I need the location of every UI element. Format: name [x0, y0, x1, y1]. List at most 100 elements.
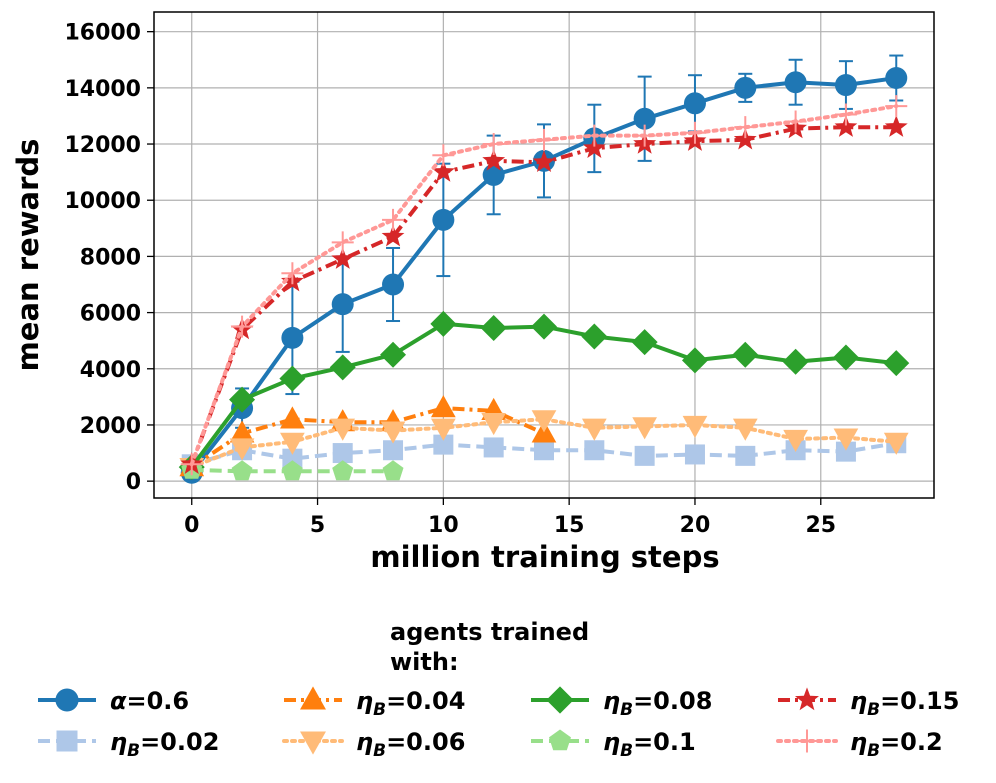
- legend-symbol: η: [356, 687, 373, 715]
- legend-marker: [56, 730, 78, 752]
- legend-subscript: B: [373, 741, 386, 761]
- legend-label: ηB=0.2: [850, 728, 943, 761]
- data-point: [432, 144, 455, 167]
- legend-value: =0.04: [386, 687, 465, 715]
- legend-value: =0.06: [386, 728, 465, 756]
- legend-entry-6: ηB=0.15: [778, 687, 959, 720]
- data-point: [482, 148, 506, 171]
- data-point: [431, 160, 455, 182]
- legend-symbol: η: [603, 687, 620, 715]
- data-point: [885, 67, 908, 90]
- x-tick-label: 20: [680, 513, 711, 538]
- series-3: [179, 410, 909, 481]
- legend-value: =0.6: [127, 687, 190, 715]
- legend-value: =0.2: [880, 728, 943, 756]
- data-point: [684, 444, 705, 465]
- data-point: [534, 440, 554, 461]
- data-point: [432, 208, 455, 231]
- data-point: [834, 74, 857, 97]
- data-point: [431, 418, 456, 441]
- data-point: [282, 448, 303, 469]
- y-tick-label: 12000: [64, 133, 141, 158]
- data-point: [231, 460, 253, 481]
- legend-marker: [795, 687, 819, 711]
- y-tick-label: 4000: [80, 358, 141, 383]
- data-point: [329, 354, 356, 381]
- legend-label: ηB=0.04: [356, 687, 465, 720]
- legend-subscript: B: [127, 741, 140, 761]
- data-point: [682, 415, 708, 438]
- plot-frame: [153, 11, 935, 499]
- data-point: [734, 76, 757, 99]
- series-7: [180, 95, 908, 476]
- data-point: [331, 231, 354, 254]
- legend: agents trained with: α=0.6ηB=0.02ηB=0.04…: [38, 618, 959, 761]
- data-point: [581, 418, 607, 441]
- data-point: [533, 128, 555, 151]
- data-point: [834, 103, 857, 126]
- data-point: [482, 163, 505, 186]
- data-point: [433, 434, 454, 455]
- legend-entry-3: ηB=0.06: [282, 728, 465, 761]
- data-point: [584, 440, 605, 461]
- data-point: [531, 313, 557, 340]
- data-point: [331, 247, 355, 269]
- data-point: [281, 262, 304, 285]
- data-point: [380, 421, 406, 444]
- legend-title-line-2: with:: [390, 648, 459, 676]
- data-point: [229, 386, 256, 413]
- y-tick-label: 6000: [80, 302, 141, 327]
- data-point: [332, 443, 353, 464]
- legend-entry-1: ηB=0.02: [38, 728, 219, 761]
- data-point: [381, 224, 405, 247]
- data-point: [782, 348, 809, 375]
- y-tick-label: 0: [126, 470, 141, 495]
- data-point: [430, 310, 457, 337]
- data-point: [732, 418, 758, 441]
- data-point: [332, 460, 354, 481]
- data-point: [583, 124, 606, 147]
- data-point: [483, 437, 504, 458]
- data-point: [480, 315, 507, 342]
- data-point: [330, 418, 356, 441]
- data-point: [331, 293, 354, 316]
- legend-symbol: η: [356, 728, 373, 756]
- legend-marker: [300, 686, 326, 710]
- data-point: [834, 115, 858, 137]
- data-point: [382, 273, 405, 296]
- legend-subscript: B: [373, 700, 386, 720]
- data-point: [634, 445, 655, 466]
- data-point: [835, 441, 856, 462]
- y-tick-label: 16000: [64, 21, 141, 46]
- y-axis-title: mean rewards: [11, 139, 45, 372]
- data-point: [581, 323, 608, 350]
- legend-label: α=0.6: [110, 687, 189, 715]
- data-point: [481, 413, 507, 436]
- data-point: [383, 440, 404, 461]
- y-tick-label: 2000: [80, 414, 141, 439]
- series-1: [181, 433, 907, 475]
- data-point: [632, 417, 657, 440]
- data-point: [281, 460, 303, 481]
- data-point: [883, 350, 910, 377]
- data-point: [735, 445, 756, 466]
- data-point: [883, 432, 909, 455]
- legend-symbol: η: [603, 728, 620, 756]
- legend-entry-7: ηB=0.2: [776, 728, 943, 761]
- data-point: [582, 136, 606, 158]
- data-point: [733, 127, 757, 150]
- data-point: [280, 432, 305, 455]
- legend-value: =0.15: [880, 687, 959, 715]
- data-point: [633, 124, 656, 147]
- data-point: [833, 428, 859, 451]
- data-point: [884, 115, 908, 137]
- data-point: [732, 341, 759, 368]
- x-axis-title: million training steps: [370, 540, 719, 574]
- legend-entries: α=0.6ηB=0.02ηB=0.04ηB=0.06ηB=0.08ηB=0.1η…: [38, 686, 959, 761]
- x-tick-label: 0: [184, 513, 199, 538]
- data-point: [279, 365, 306, 392]
- data-point: [281, 326, 304, 349]
- legend-label: ηB=0.02: [110, 728, 219, 761]
- series-layer: [178, 54, 910, 484]
